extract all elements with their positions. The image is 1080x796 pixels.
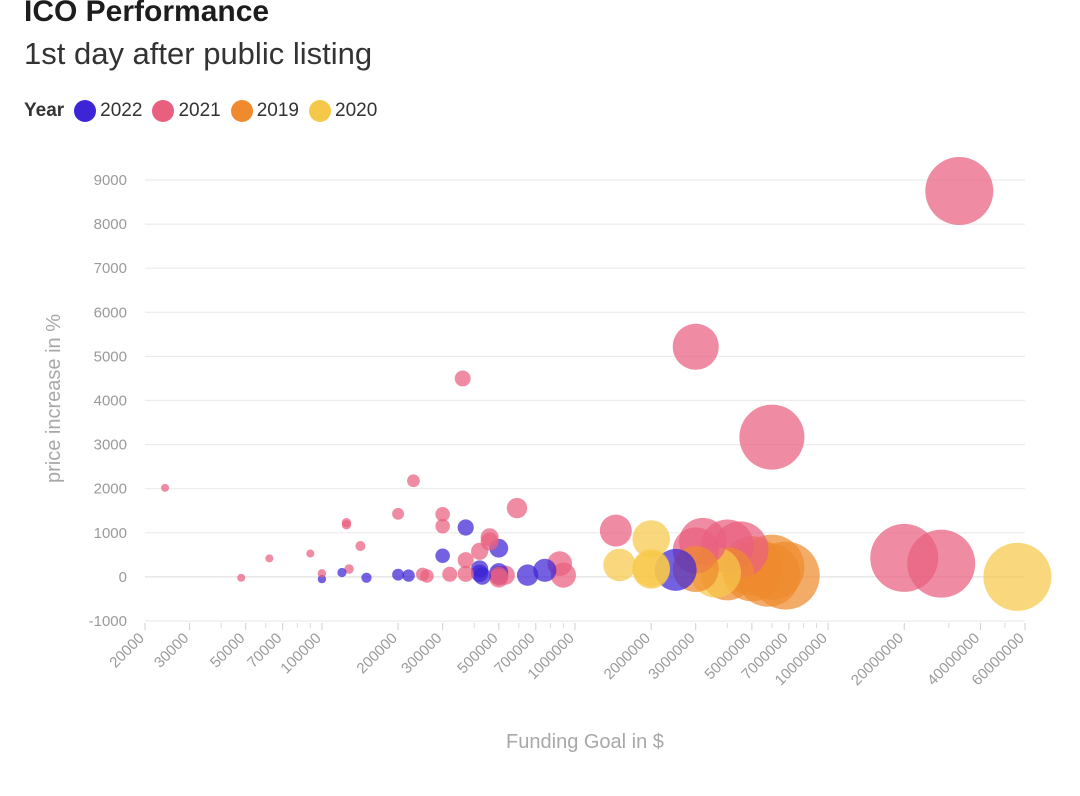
legend-swatch-2021 — [152, 100, 175, 122]
legend-label-2022: 2022 — [100, 100, 143, 121]
y-tick-label: 9000 — [94, 172, 127, 189]
x-tick-label: 2000000 — [601, 630, 654, 683]
legend-item-2019[interactable]: 2019 — [230, 98, 299, 124]
y-tick-label: 6000 — [94, 304, 127, 321]
data-point-2021[interactable] — [341, 520, 352, 530]
data-point-2021[interactable] — [457, 565, 474, 582]
data-point-2021[interactable] — [265, 554, 274, 563]
data-point-2021[interactable] — [506, 497, 528, 519]
data-point-2021[interactable] — [457, 552, 474, 569]
data-point-2022[interactable] — [361, 572, 372, 583]
data-point-2021[interactable] — [925, 157, 994, 226]
x-tick-label: 500000 — [454, 630, 501, 677]
legend-swatch-2020 — [309, 100, 331, 122]
data-point-2022[interactable] — [471, 564, 489, 582]
y-axis-title: price increase in % — [43, 314, 65, 483]
data-point-2021[interactable] — [306, 549, 315, 558]
data-point-2020[interactable] — [603, 548, 636, 582]
legend-item-2020[interactable]: 2020 — [309, 98, 377, 124]
data-point-2021[interactable] — [599, 514, 632, 547]
data-point-2021[interactable] — [317, 569, 327, 578]
legend: Year 2022 2021 2019 2020 — [24, 98, 387, 124]
x-axis-title: Funding Goal in $ — [506, 731, 664, 753]
data-point-2021[interactable] — [739, 404, 805, 470]
y-tick-label: 2000 — [94, 481, 127, 498]
y-tick-label: 4000 — [94, 393, 127, 410]
data-point-2021[interactable] — [672, 323, 719, 370]
data-point-2021[interactable] — [392, 507, 405, 520]
y-tick-label: 7000 — [94, 260, 127, 277]
legend-label-2021: 2021 — [178, 100, 221, 121]
data-point-2021[interactable] — [454, 370, 471, 387]
legend-item-2022[interactable]: 2022 — [74, 98, 142, 124]
data-point-2021[interactable] — [489, 568, 509, 588]
y-tick-label: 3000 — [94, 437, 127, 454]
y-tick-label: 1000 — [94, 525, 127, 542]
data-point-2021[interactable] — [344, 564, 354, 574]
data-point-2021[interactable] — [237, 573, 246, 582]
x-tick-label: 50000 — [207, 630, 249, 672]
data-point-2021[interactable] — [471, 542, 489, 560]
legend-swatch-2022 — [74, 100, 97, 122]
data-point-2020[interactable] — [632, 551, 670, 589]
y-tick-label: -1000 — [89, 613, 127, 630]
data-point-2021[interactable] — [442, 566, 458, 582]
data-points — [161, 157, 1052, 611]
data-point-2022[interactable] — [516, 564, 539, 586]
data-point-2022[interactable] — [435, 548, 450, 564]
legend-title: Year — [24, 100, 65, 121]
x-tick-label: 3000000 — [645, 630, 698, 683]
data-point-2022[interactable] — [337, 567, 347, 578]
data-point-2020[interactable] — [983, 542, 1052, 611]
x-tick-label: 20000000 — [848, 630, 907, 689]
data-point-2021[interactable] — [407, 474, 420, 488]
y-tick-label: 8000 — [94, 216, 127, 233]
legend-item-2021[interactable]: 2021 — [152, 98, 221, 124]
x-tick-label: 300000 — [398, 630, 445, 677]
x-tick-label: 30000 — [151, 630, 193, 672]
x-tick-label: 100000 — [277, 630, 324, 677]
data-point-2021[interactable] — [161, 483, 170, 492]
chart-title: ICO Performance — [24, 0, 270, 28]
legend-label-2019: 2019 — [256, 100, 299, 121]
legend-label-2020: 2020 — [335, 100, 378, 121]
y-tick-label: 0 — [119, 569, 127, 586]
data-point-2022[interactable] — [392, 568, 405, 581]
data-point-2021[interactable] — [355, 541, 366, 552]
data-point-2020[interactable] — [632, 520, 670, 558]
data-point-2022[interactable] — [402, 569, 415, 582]
data-point-2021[interactable] — [415, 567, 430, 581]
data-point-2021[interactable] — [435, 518, 450, 534]
legend-swatch-2019 — [230, 100, 253, 122]
y-tick-label: 5000 — [94, 348, 127, 365]
data-point-2022[interactable] — [533, 558, 557, 582]
data-point-2021[interactable] — [435, 507, 450, 522]
chart-subtitle: 1st day after public listing — [24, 36, 373, 71]
x-tick-label: 200000 — [353, 630, 400, 677]
y-axis-ticks: -1000 0 1000 2000 3000 4000 5000 6000 7000 8000 90… — [89, 172, 127, 630]
x-tick-label: 20000 — [106, 630, 148, 672]
data-point-2022[interactable] — [457, 519, 474, 536]
data-point-2021[interactable] — [870, 523, 939, 592]
